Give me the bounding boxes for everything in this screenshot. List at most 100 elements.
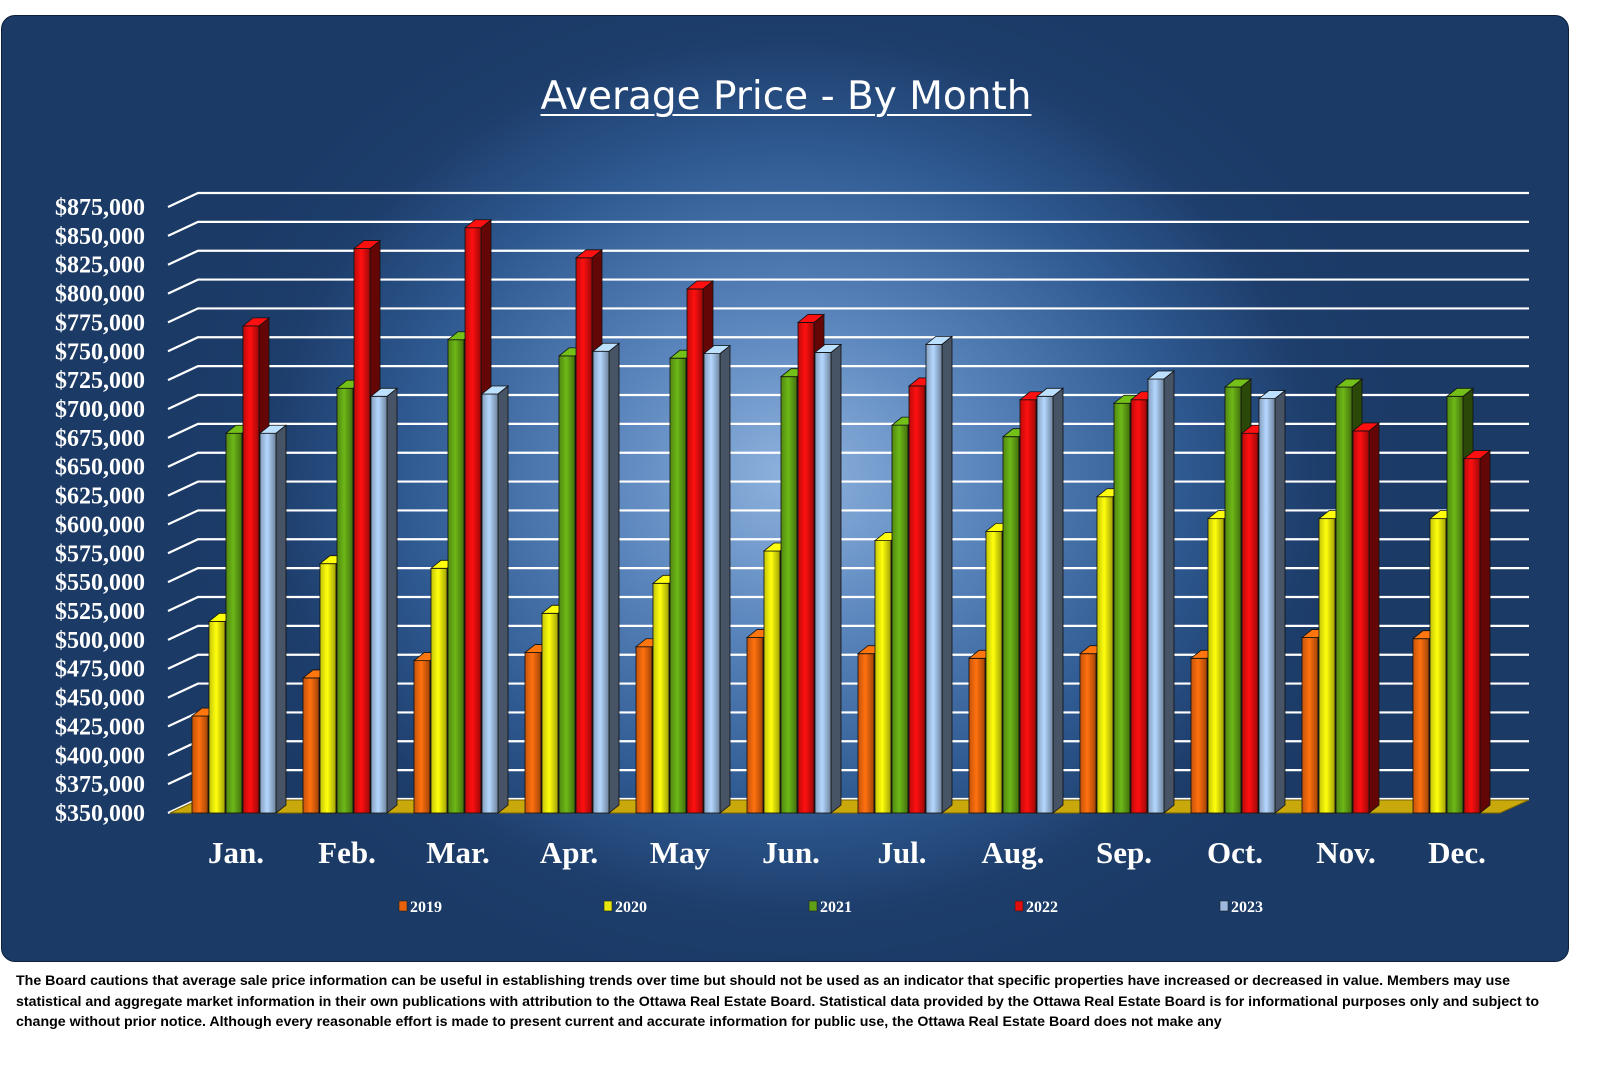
bar-front (968, 657, 986, 814)
legend-swatch-2021 (808, 900, 818, 912)
bar-top (702, 345, 732, 354)
x-tick-label: Dec. (1428, 835, 1486, 870)
y-tick-label: $525,000 (55, 599, 145, 625)
bar-front (686, 288, 704, 814)
bar-front (225, 432, 243, 814)
y-tick-label: $675,000 (55, 426, 145, 452)
x-tick-label: Feb. (318, 835, 376, 870)
bar-front (891, 424, 909, 814)
bar-2023-mar (480, 385, 510, 814)
chart-floor (169, 799, 1530, 814)
bar-side (830, 343, 842, 814)
bar-2022-nov (1351, 422, 1381, 814)
y-tick-label: $700,000 (55, 397, 145, 423)
y-tick-label: $475,000 (55, 657, 145, 683)
y-tick-label: $875,000 (55, 195, 145, 221)
bar-front (302, 677, 320, 814)
bar-top (369, 387, 399, 397)
bar-front (985, 530, 1003, 814)
bar-front (1412, 638, 1430, 814)
gridline (167, 249, 1529, 266)
bar-side (719, 344, 731, 814)
bar-top (1334, 378, 1364, 388)
y-tick-label: $425,000 (55, 714, 145, 740)
bar-front (592, 350, 610, 814)
bar-top (813, 344, 843, 353)
x-tick-label: Aug. (982, 835, 1045, 870)
bar-front (208, 620, 226, 814)
gridline (167, 624, 1529, 641)
bar-2023-jun (813, 343, 843, 814)
bar-top (1351, 422, 1381, 432)
gridline (167, 509, 1529, 526)
bar-front (353, 248, 371, 814)
bar-2023-may (702, 344, 732, 814)
bar-front (1446, 395, 1464, 814)
bar-front (703, 353, 721, 814)
bar-front (797, 322, 815, 814)
legend-swatch-2019 (398, 900, 408, 912)
legend-label-2021: 2021 (820, 899, 852, 916)
bar-front (413, 660, 431, 814)
gridline (167, 567, 1529, 584)
bar-front (1207, 518, 1225, 814)
legend-swatch-2022 (1014, 900, 1024, 912)
y-tick-label: $625,000 (55, 484, 145, 510)
bar-top (796, 314, 826, 323)
gridline (167, 191, 1529, 208)
legend-label-2023: 2023 (1231, 899, 1263, 916)
gridline (167, 307, 1529, 324)
bar-top (1257, 390, 1287, 400)
y-tick-label: $550,000 (55, 570, 145, 596)
bar-2023-aug (1035, 387, 1065, 814)
bar-top (574, 249, 604, 259)
y-tick-label: $350,000 (55, 801, 145, 827)
bar-front (575, 257, 593, 814)
bar-front (1130, 399, 1148, 814)
bar-top (463, 219, 493, 229)
y-tick-label: $375,000 (55, 772, 145, 798)
bar-front (857, 653, 875, 814)
x-tick-label: Jan. (208, 835, 264, 870)
bar-front (652, 582, 670, 814)
bar-2023-jul (924, 335, 954, 814)
x-tick-label: Mar. (426, 835, 489, 870)
legend-label-2020: 2020 (615, 899, 647, 916)
bar-2022-dec (1462, 449, 1492, 814)
bar-2023-apr (591, 342, 621, 814)
bar-front (1113, 402, 1131, 814)
bar-top (1462, 450, 1492, 460)
x-tick-label: Sep. (1096, 835, 1152, 870)
chart-panel: Average Price - By Month $350,000 $375,00… (1, 15, 1569, 962)
gridline (167, 538, 1529, 555)
bar-side (497, 385, 509, 814)
gridline (167, 220, 1529, 237)
bar-front (780, 376, 798, 814)
legend-label-2019: 2019 (410, 899, 442, 916)
bar-side (275, 424, 287, 814)
bar-front (447, 339, 465, 814)
bar-front (1224, 386, 1242, 814)
x-tick-label: Nov. (1316, 835, 1375, 870)
x-tick-label: Jul. (877, 835, 926, 870)
legend-label-2022: 2022 (1026, 899, 1058, 916)
y-tick-label: $750,000 (55, 339, 145, 365)
gridline (167, 480, 1529, 497)
bar-front (1463, 458, 1481, 814)
bar-top (924, 335, 954, 345)
legend-swatch-2023 (1219, 900, 1229, 912)
gridline (167, 422, 1529, 439)
bar-side (1479, 449, 1491, 814)
bar-front (1318, 518, 1336, 814)
bar-front (1079, 653, 1097, 814)
bar-side (1274, 389, 1286, 814)
bar-front (1002, 436, 1020, 814)
y-tick-label: $800,000 (55, 282, 145, 308)
bar-front (1147, 378, 1165, 814)
bar-2023-jan (258, 424, 288, 814)
bar-side (608, 342, 620, 814)
bar-front (259, 432, 277, 814)
bar-top (352, 240, 382, 249)
bar-chart: $350,000 $375,000 $400,000 $425,000$450,000… (55, 191, 1530, 916)
bar-top (241, 317, 271, 327)
